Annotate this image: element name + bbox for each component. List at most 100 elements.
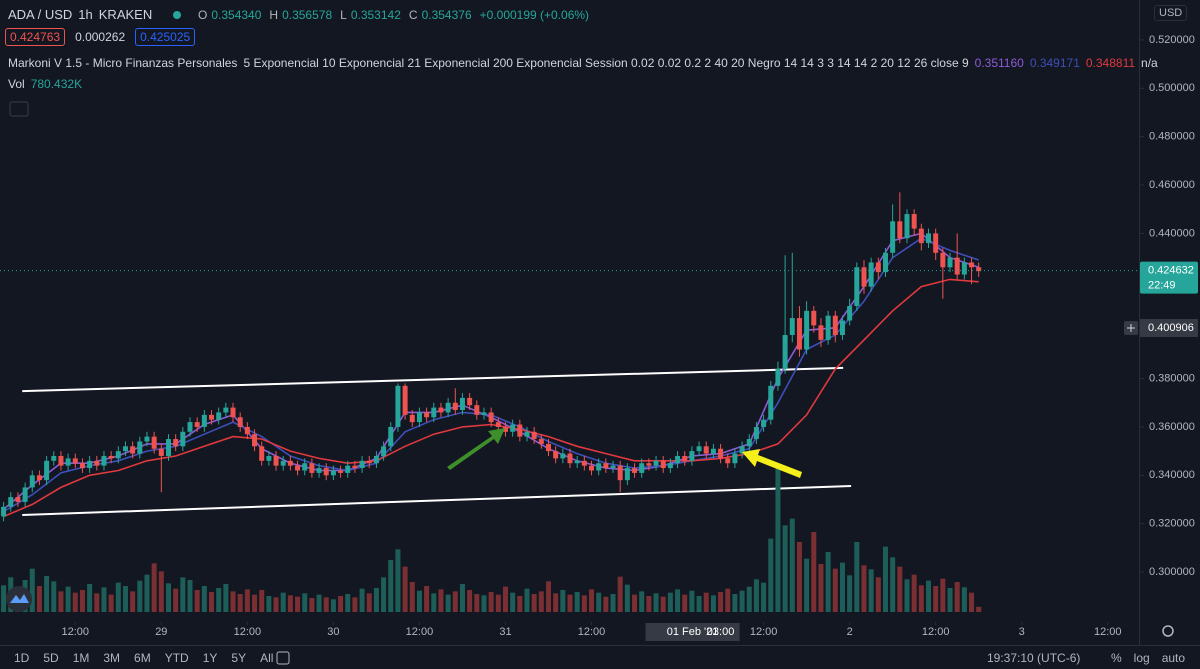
volume-bar: [424, 586, 430, 612]
candle-body: [409, 414, 415, 423]
y-tick-label: 0.320000: [1149, 518, 1195, 530]
volume-bar: [725, 588, 731, 612]
x-tick-label: 30: [327, 626, 339, 638]
volume-bar: [632, 594, 638, 612]
volume-bar: [825, 552, 831, 612]
candle-body: [689, 451, 695, 461]
volume-bar: [682, 594, 688, 612]
volume-bar: [65, 586, 71, 612]
candle-body: [933, 233, 939, 253]
volume-bar: [560, 590, 566, 612]
volume-bar: [502, 586, 508, 612]
volume-bar: [459, 584, 465, 612]
buy-price[interactable]: 0.425025: [135, 28, 196, 46]
volume-bar: [237, 594, 243, 612]
range-button[interactable]: 1Y: [202, 651, 218, 665]
candle-body: [230, 407, 236, 418]
volume-bar: [388, 560, 394, 612]
y-tick-label: 0.360000: [1149, 421, 1195, 433]
option-button[interactable]: log: [1133, 651, 1150, 665]
volume-bar: [323, 597, 329, 612]
candle-body: [653, 460, 659, 466]
range-button[interactable]: 1D: [14, 651, 30, 665]
candle-body: [624, 468, 630, 481]
x-tick-label: 12:00: [62, 626, 90, 638]
candle-body: [847, 306, 853, 321]
volume-bar: [653, 593, 659, 612]
volume-bar: [811, 532, 817, 612]
volume-bar: [266, 596, 272, 612]
y-tick-label: 0.300000: [1149, 566, 1195, 578]
candle-body: [1, 506, 7, 517]
volume-bar: [474, 594, 480, 612]
plot: [1, 192, 982, 612]
sell-price[interactable]: 0.424763: [5, 28, 66, 46]
volume-bar: [553, 593, 559, 612]
candle-body: [79, 463, 85, 469]
candle-body: [194, 422, 200, 427]
volume-bar: [130, 591, 136, 612]
candle-body: [144, 436, 150, 442]
range-button[interactable]: 5D: [43, 651, 59, 665]
candle-body: [130, 446, 136, 454]
volume-bar: [839, 562, 845, 612]
volume-bar: [352, 597, 358, 612]
range-button[interactable]: 5Y: [231, 651, 247, 665]
candle-body: [323, 468, 329, 476]
volume-bar: [524, 588, 530, 612]
volume-bar: [452, 591, 458, 612]
x-tick-label: 31: [499, 626, 511, 638]
interval[interactable]: 1h: [78, 7, 93, 22]
range-button[interactable]: 3M: [103, 651, 121, 665]
indicator-value: n/a: [1141, 56, 1158, 70]
candle-body: [137, 441, 143, 454]
trendline: [22, 366, 844, 393]
candle-body: [259, 446, 265, 461]
ohlc-key: H: [269, 8, 279, 22]
range-button[interactable]: 1M: [72, 651, 90, 665]
candle-body: [918, 228, 924, 244]
candle-body: [316, 468, 322, 473]
ohlc-key: L: [340, 8, 347, 22]
range-button[interactable]: All: [260, 651, 274, 665]
date-range-icon[interactable]: [276, 651, 290, 665]
ohlc-value: 0.356578: [282, 8, 333, 22]
candle-body: [811, 310, 817, 326]
candle-body: [710, 448, 716, 454]
y-tick-label: 0.440000: [1149, 227, 1195, 239]
volume-bar: [675, 589, 681, 612]
volume-bar: [545, 581, 551, 612]
option-button[interactable]: %: [1111, 651, 1122, 665]
volume-bar: [782, 525, 788, 612]
volume-value: 780.432K: [30, 77, 83, 91]
range-button[interactable]: YTD: [164, 651, 189, 665]
candle-body: [961, 262, 967, 275]
crosshair-date-label: 01 Feb '21: [667, 626, 719, 638]
indicator-name[interactable]: Markoni V 1.5 - Micro Finanzas Personale…: [8, 56, 238, 70]
candle-body: [402, 385, 408, 415]
ohlc-value: 0.354340: [211, 8, 262, 22]
volume-bar: [976, 606, 982, 612]
range-button[interactable]: 6M: [134, 651, 151, 665]
candle-body: [452, 402, 458, 411]
indicator-value: 0.348811: [1085, 56, 1136, 70]
volume-bar: [416, 590, 422, 612]
currency[interactable]: USD: [1154, 5, 1188, 21]
volume-bar: [180, 577, 186, 612]
candle-body: [173, 439, 179, 447]
collapse-button[interactable]: [9, 101, 29, 117]
volume-bar: [115, 582, 121, 612]
crosshair-price-label: 0.400906: [1148, 322, 1194, 334]
volume-label: Vol: [8, 77, 25, 91]
volume-bar: [309, 598, 315, 612]
option-button[interactable]: auto: [1161, 651, 1186, 665]
volume-bar: [51, 581, 57, 612]
candle-body: [488, 412, 494, 423]
candle-body: [839, 320, 845, 336]
candle-body: [796, 318, 802, 350]
symbol[interactable]: ADA / USD: [8, 7, 73, 22]
candle-body: [36, 475, 42, 481]
candle-body: [302, 463, 308, 471]
settings-icon[interactable]: [1162, 625, 1174, 637]
candle-body: [381, 446, 387, 456]
